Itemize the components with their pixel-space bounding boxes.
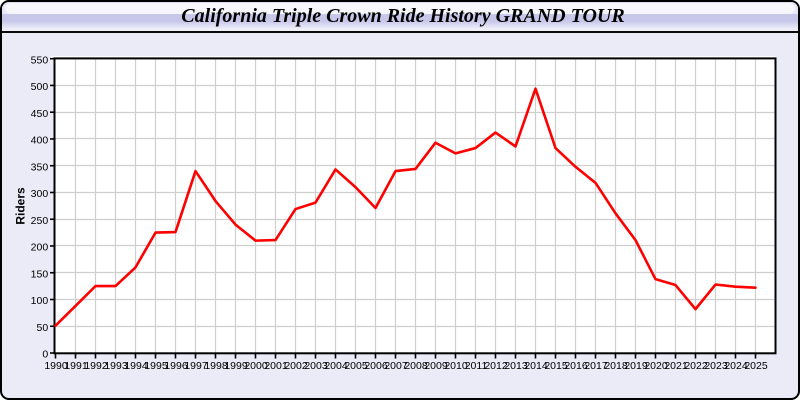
svg-text:1999: 1999 — [224, 360, 248, 372]
svg-text:2006: 2006 — [364, 360, 388, 372]
svg-text:200: 200 — [31, 242, 49, 254]
svg-text:Riders: Riders — [14, 187, 28, 225]
svg-text:2013: 2013 — [504, 360, 528, 372]
svg-text:2022: 2022 — [684, 360, 708, 372]
svg-text:2002: 2002 — [284, 360, 308, 372]
svg-text:2003: 2003 — [304, 360, 328, 372]
svg-text:2010: 2010 — [444, 360, 468, 372]
svg-text:2025: 2025 — [744, 360, 768, 372]
svg-text:1992: 1992 — [84, 360, 108, 372]
svg-text:550: 550 — [31, 54, 49, 66]
svg-text:2023: 2023 — [704, 360, 728, 372]
svg-text:2020: 2020 — [644, 360, 668, 372]
svg-text:2011: 2011 — [465, 360, 488, 372]
svg-text:250: 250 — [31, 215, 49, 227]
svg-text:350: 350 — [31, 161, 49, 173]
svg-text:1990: 1990 — [44, 360, 68, 372]
svg-text:2024: 2024 — [724, 360, 748, 372]
svg-text:2016: 2016 — [564, 360, 588, 372]
svg-text:2017: 2017 — [584, 360, 608, 372]
svg-text:50: 50 — [37, 322, 49, 334]
svg-text:1991: 1991 — [64, 360, 88, 372]
svg-text:2000: 2000 — [244, 360, 268, 372]
svg-text:1994: 1994 — [124, 360, 148, 372]
svg-text:2004: 2004 — [324, 360, 348, 372]
svg-text:400: 400 — [31, 135, 49, 147]
svg-text:2012: 2012 — [484, 360, 508, 372]
svg-text:2018: 2018 — [604, 360, 628, 372]
svg-text:2005: 2005 — [344, 360, 368, 372]
svg-text:500: 500 — [31, 81, 49, 93]
svg-text:100: 100 — [31, 295, 49, 307]
svg-text:2007: 2007 — [384, 360, 408, 372]
svg-text:2019: 2019 — [624, 360, 648, 372]
svg-text:1998: 1998 — [204, 360, 228, 372]
svg-text:0: 0 — [42, 349, 48, 361]
svg-text:450: 450 — [31, 108, 49, 120]
svg-text:1997: 1997 — [184, 360, 208, 372]
svg-text:2015: 2015 — [544, 360, 568, 372]
svg-text:2021: 2021 — [664, 360, 688, 372]
svg-text:2009: 2009 — [424, 360, 448, 372]
svg-text:1996: 1996 — [164, 360, 188, 372]
svg-text:2014: 2014 — [524, 360, 548, 372]
svg-text:1993: 1993 — [104, 360, 128, 372]
svg-text:300: 300 — [31, 188, 49, 200]
svg-text:2008: 2008 — [404, 360, 428, 372]
svg-text:2001: 2001 — [264, 360, 288, 372]
svg-text:150: 150 — [31, 268, 49, 280]
svg-text:1995: 1995 — [144, 360, 168, 372]
